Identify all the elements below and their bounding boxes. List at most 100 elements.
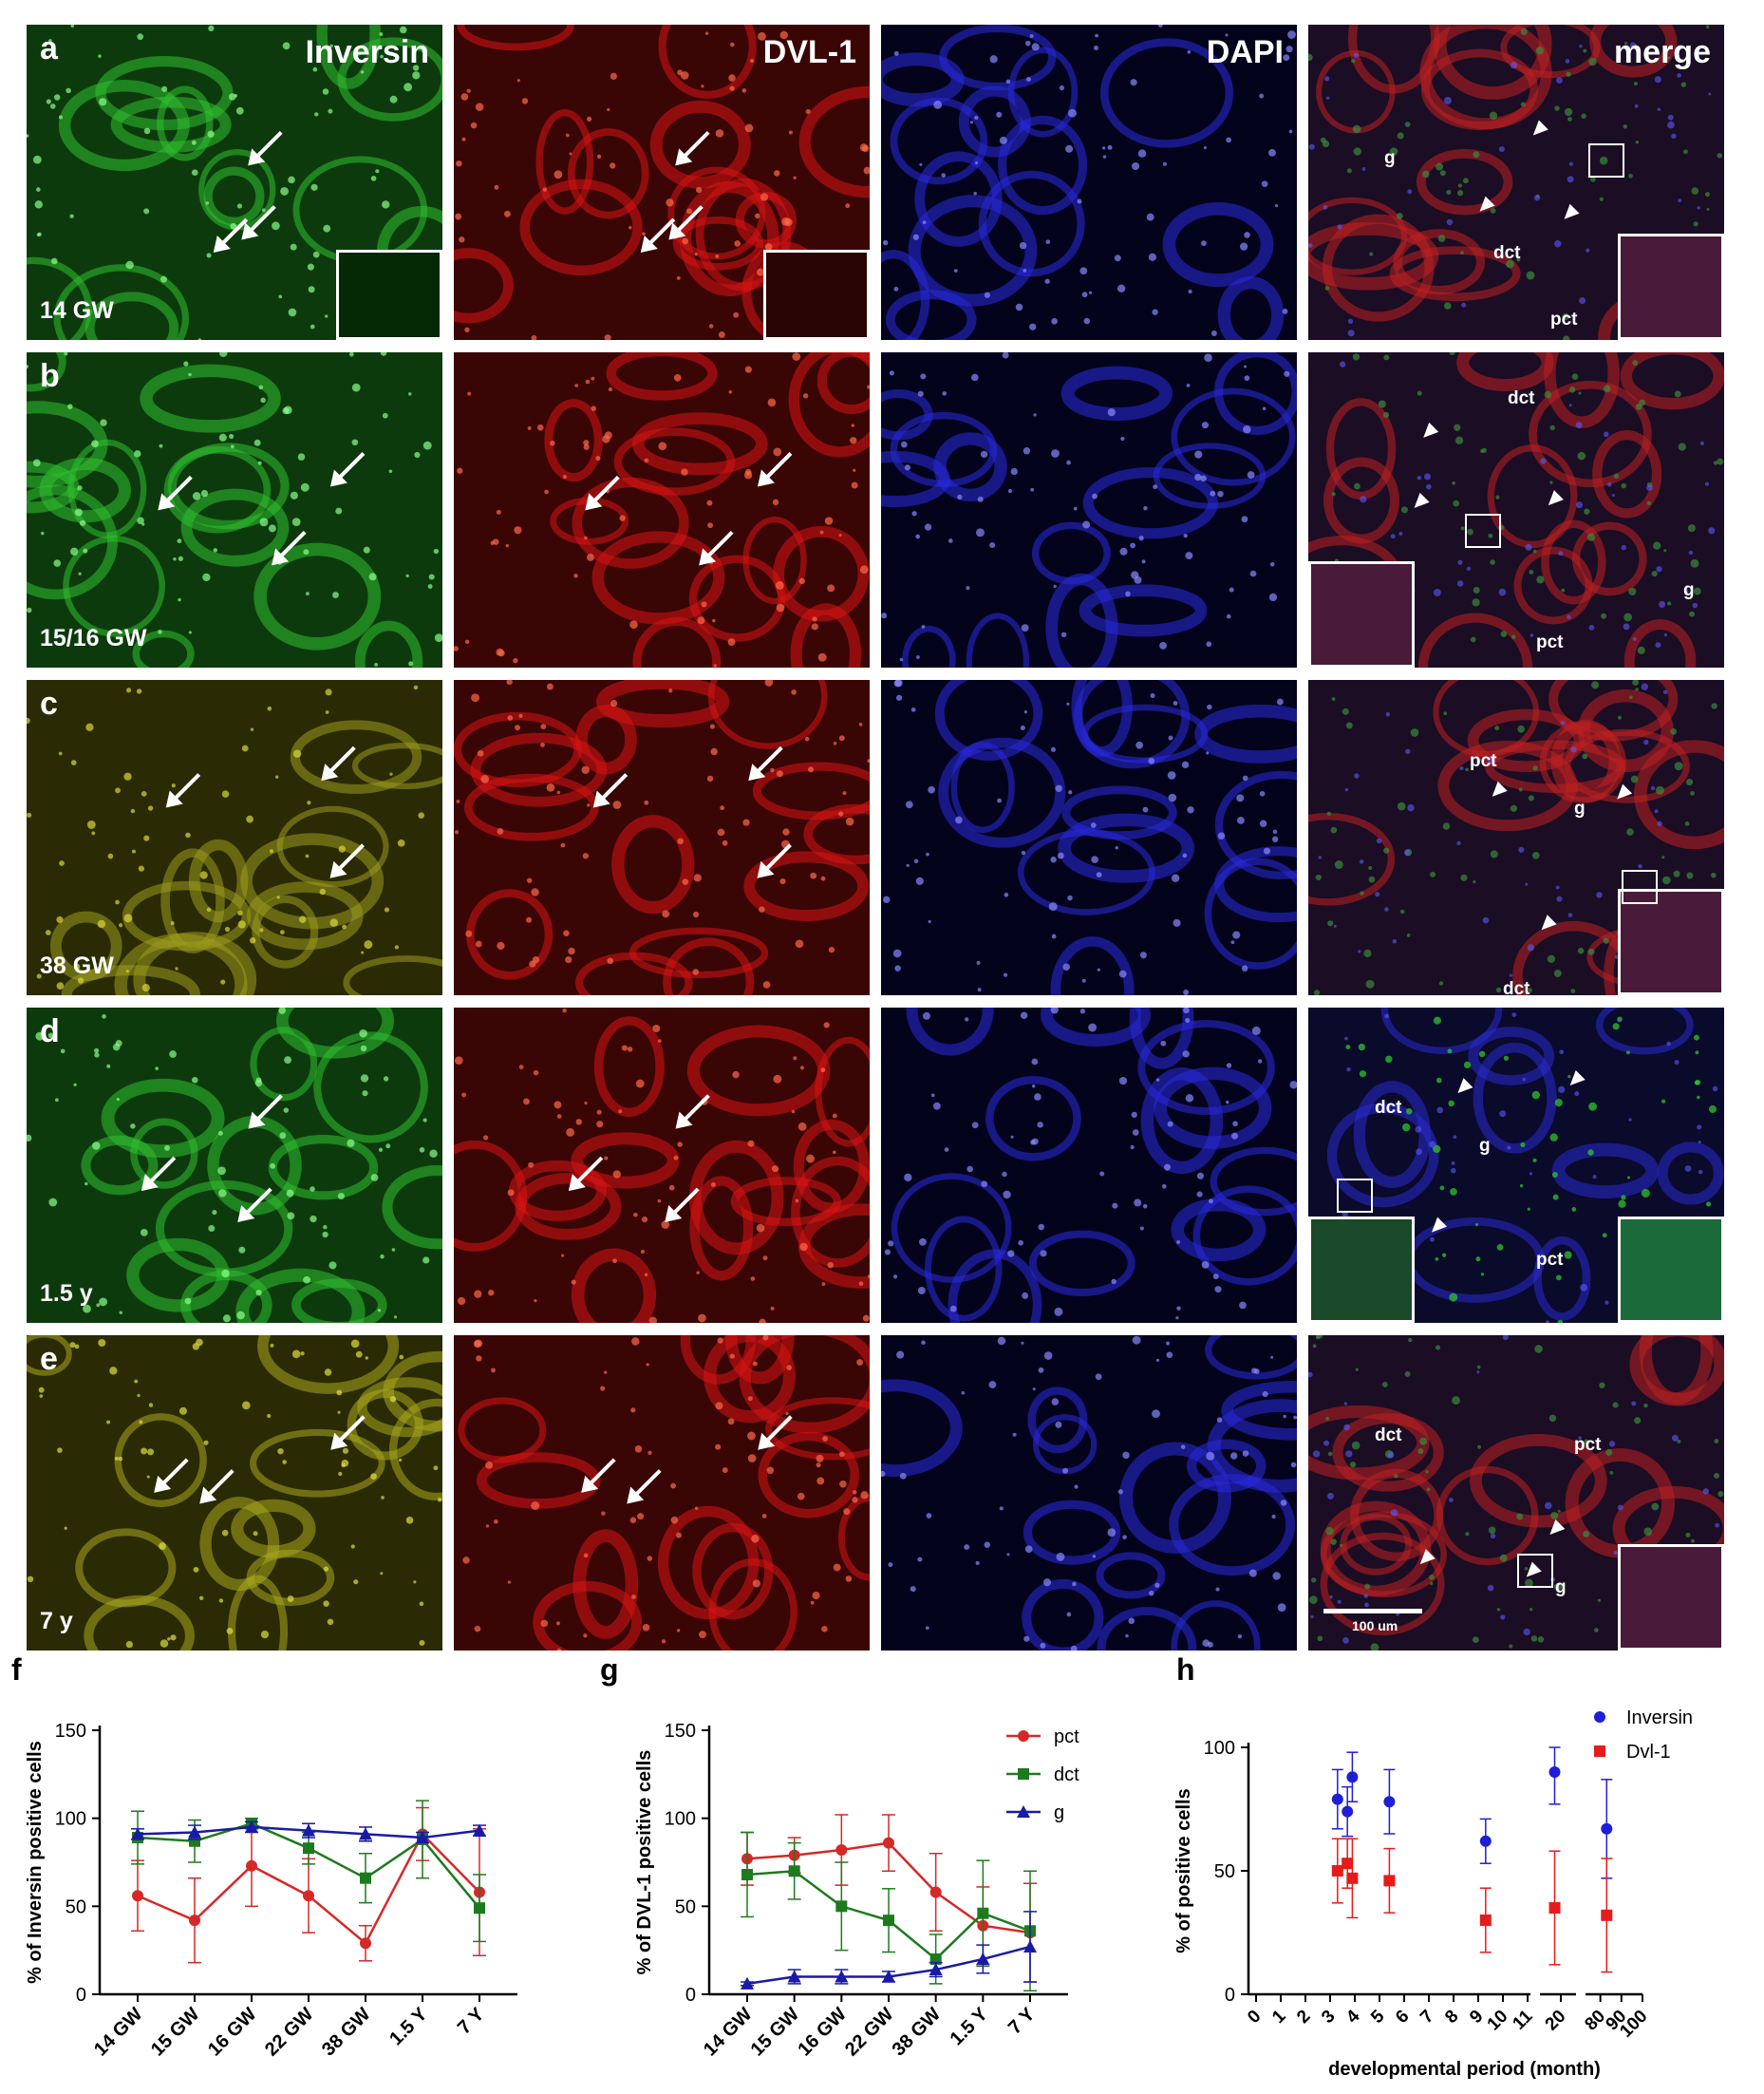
- arrow-icon: [568, 1156, 604, 1192]
- x-tick-label: 9: [1466, 2007, 1487, 2028]
- arrowhead-icon: [1479, 196, 1495, 212]
- arrow-icon: [321, 745, 356, 782]
- data-point-pct: [929, 1886, 942, 1898]
- data-point-g: [929, 1963, 943, 1976]
- arrowhead-icon: [1549, 1519, 1566, 1535]
- data-point-g: [741, 1976, 754, 1990]
- chart-letter: g: [600, 1652, 619, 1687]
- row-letter: d: [40, 1013, 60, 1049]
- micrograph-d-1: [454, 1008, 870, 1323]
- data-point-dvl_h: [1342, 1858, 1354, 1870]
- x-tick-label: 1.5 Y: [947, 2004, 993, 2050]
- arrow-icon: [272, 530, 307, 566]
- x-tick-label: 15 GW: [747, 2004, 804, 2061]
- arrow-icon: [699, 530, 734, 566]
- micrograph-d-3: dct g pct: [1308, 1008, 1724, 1323]
- region-label: g: [1384, 148, 1396, 168]
- arrow-icon: [248, 130, 283, 166]
- region-label: g: [1574, 799, 1586, 819]
- micrograph-c-1: [454, 680, 870, 995]
- data-point-g: [245, 1820, 258, 1833]
- data-point-inv_h: [1479, 1835, 1492, 1847]
- zoom-inset: [1618, 1544, 1724, 1651]
- chart-letter: h: [1176, 1652, 1195, 1687]
- x-axis-label: developmental period (month): [1328, 2059, 1601, 2080]
- legend-label: g: [1054, 1802, 1064, 1823]
- arrowhead-icon: [1423, 422, 1439, 438]
- roi-box: [1465, 514, 1501, 548]
- micrograph-c-0: c 38 GW: [27, 680, 442, 995]
- x-tick-label: 16 GW: [794, 2004, 851, 2061]
- row-letter: b: [40, 358, 60, 394]
- data-point-g: [131, 1827, 144, 1840]
- x-tick-label: 38 GW: [318, 2004, 375, 2061]
- micrograph-d-0: d 1.5 y: [27, 1008, 442, 1323]
- y-tick-label: 100: [665, 1809, 696, 1830]
- legend-marker: [1594, 1745, 1605, 1757]
- data-point-g: [882, 1970, 895, 1983]
- x-tick-label: 7 Y: [454, 2004, 489, 2039]
- data-point-g: [976, 1952, 990, 1965]
- channel-label: Inversin: [305, 34, 429, 70]
- row-letter: a: [40, 30, 58, 66]
- data-point-g: [473, 1823, 486, 1837]
- arrowhead-icon: [1492, 781, 1508, 797]
- legend-marker: [1594, 1711, 1605, 1723]
- chart-f: f 0 50 100 150 % of Inversin positive cells 14…: [0, 1652, 570, 2089]
- data-point-g: [302, 1823, 315, 1837]
- roi-box: [1517, 1554, 1553, 1588]
- x-tick-label: 5: [1367, 2006, 1389, 2028]
- data-point-dct: [360, 1872, 371, 1884]
- y-tick-label: 50: [66, 1896, 86, 1917]
- data-point-pct: [303, 1890, 314, 1902]
- region-label: g: [1683, 580, 1695, 600]
- arrowhead-icon: [1457, 1078, 1473, 1094]
- arrowhead-icon: [1419, 1549, 1436, 1565]
- legend-marker: [1018, 1768, 1029, 1780]
- y-tick-label: 100: [55, 1809, 86, 1830]
- arrow-icon: [758, 1415, 793, 1450]
- x-tick-label: 8: [1441, 2007, 1462, 2028]
- legend-marker: [1017, 1805, 1030, 1818]
- x-tick-label: 1: [1268, 2006, 1290, 2028]
- arrow-icon: [627, 1469, 662, 1504]
- x-tick-label: 0: [1244, 2007, 1265, 2028]
- micrograph-a-2: DAPI: [881, 25, 1297, 340]
- zoom-inset: [1308, 1217, 1415, 1323]
- arrowhead-icon: [1526, 1561, 1542, 1577]
- legend-label: Inversin: [1626, 1707, 1693, 1728]
- row-letter: e: [40, 1341, 58, 1377]
- arrowhead-icon: [1617, 783, 1633, 800]
- legend-label: Dvl-1: [1626, 1742, 1671, 1763]
- data-point-inv_h: [1342, 1805, 1354, 1818]
- micrograph-b-0: b 15/16 GW: [27, 352, 442, 668]
- data-point-inv_h: [1346, 1771, 1359, 1783]
- data-point-dct: [303, 1842, 314, 1855]
- data-point-pct: [360, 1937, 371, 1950]
- roi-box: [1337, 1179, 1373, 1213]
- arrow-icon: [248, 1094, 283, 1129]
- arrow-icon: [757, 452, 793, 487]
- x-tick-label: 7 Y: [1004, 2004, 1040, 2039]
- legend-label: dct: [1054, 1764, 1079, 1785]
- arrow-icon: [675, 1094, 710, 1129]
- arrowhead-icon: [1564, 203, 1580, 219]
- y-tick-label: 50: [1214, 1861, 1235, 1882]
- chart-g: g 0 50 100 150 % of DVL-1 positive cells 14 GW…: [589, 1652, 1158, 2089]
- arrowhead-icon: [1569, 1069, 1586, 1085]
- micrograph-a-0: a 14 GW Inversin: [27, 25, 442, 340]
- arrowhead-icon: [1548, 490, 1564, 506]
- x-tick-label: 1.5 Y: [385, 2004, 432, 2050]
- region-label: dct: [1375, 1425, 1402, 1445]
- x-tick-label: 16 GW: [204, 2004, 261, 2061]
- control-inset: [763, 250, 870, 340]
- x-tick-label: 38 GW: [889, 2004, 946, 2061]
- data-point-dct: [835, 1900, 848, 1913]
- age-label: 15/16 GW: [40, 625, 147, 651]
- x-tick-label: 14 GW: [700, 2004, 757, 2061]
- x-tick-label: 14 GW: [90, 2004, 147, 2061]
- data-point-dvl_h: [1331, 1865, 1343, 1877]
- scale-bar-label: 100 um: [1352, 1618, 1398, 1633]
